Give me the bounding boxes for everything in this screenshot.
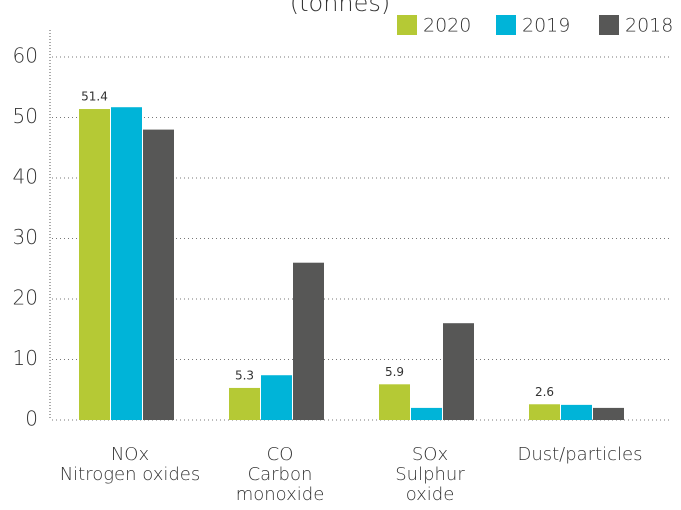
legend-swatch <box>397 15 417 35</box>
y-tick-label: 20 <box>13 286 38 310</box>
legend-label: 2018 <box>625 15 673 37</box>
y-tick-label: 0 <box>25 407 38 431</box>
bar <box>379 384 410 420</box>
x-tick-label: monoxide <box>236 484 325 505</box>
y-tick-label: 30 <box>13 225 38 249</box>
x-tick-label: CO <box>267 444 294 465</box>
bar <box>293 262 324 420</box>
legend-label: 2020 <box>423 15 471 37</box>
legend-swatch <box>599 15 619 35</box>
x-tick-label: SOx <box>412 444 448 465</box>
value-label: 5.9 <box>385 365 404 379</box>
bar <box>529 404 560 420</box>
x-tick-label: Sulphur <box>395 464 465 485</box>
bar <box>593 407 624 420</box>
x-tick-label: Nitrogen oxides <box>60 464 201 485</box>
bar <box>143 129 174 420</box>
value-label: 2.6 <box>535 385 554 399</box>
y-tick-label: 40 <box>13 165 38 189</box>
legend-label: 2019 <box>522 15 570 37</box>
x-tick-label: Carbon <box>248 464 313 485</box>
chart-title: (tonnes) <box>290 0 391 17</box>
bar <box>229 387 260 420</box>
x-tick-label: oxide <box>406 484 455 505</box>
value-label: 51.4 <box>81 90 108 104</box>
bar <box>111 107 142 420</box>
y-tick-label: 60 <box>13 44 38 68</box>
x-tick-label: Dust/particles <box>517 444 642 465</box>
legend-swatch <box>496 15 516 35</box>
bar <box>411 407 442 420</box>
bar <box>561 404 592 420</box>
bar <box>443 323 474 420</box>
bar <box>261 375 292 420</box>
y-tick-label: 10 <box>13 346 38 370</box>
bar <box>79 109 110 420</box>
y-tick-label: 50 <box>13 104 38 128</box>
value-label: 5.3 <box>235 368 254 382</box>
x-tick-label: NOx <box>111 444 149 465</box>
